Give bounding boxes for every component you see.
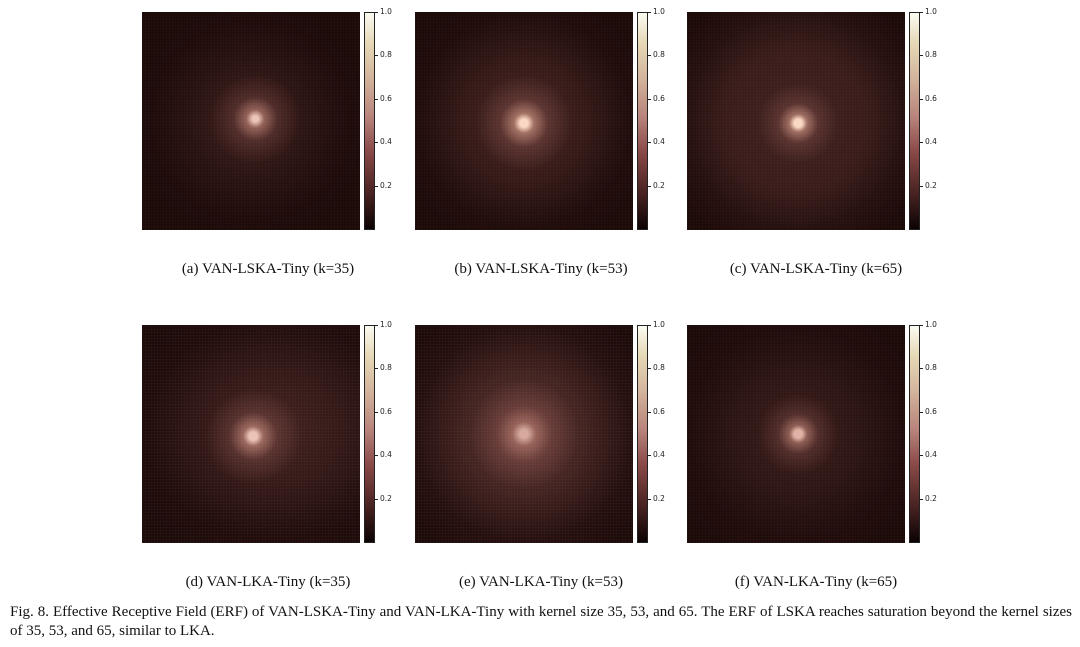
colorbar-tick-label: 1.0 xyxy=(925,7,937,16)
colorbar-tick-label: 1.0 xyxy=(380,320,392,329)
panel-b: 1.0 0.8 0.6 0.4 0.2 xyxy=(415,8,665,242)
colorbar-tick-label: 0.4 xyxy=(925,137,937,146)
colorbar-tick-label: 0.2 xyxy=(653,181,665,190)
colorbar-tick-label: 0.4 xyxy=(925,450,937,459)
subfigure-caption-e: (e) VAN-LKA-Tiny (k=53) xyxy=(458,574,623,590)
colorbar-tick-label: 0.8 xyxy=(925,50,937,59)
colorbar-tick-label: 1.0 xyxy=(380,7,392,16)
panel-f: 1.0 0.8 0.6 0.4 0.2 xyxy=(687,321,937,555)
colorbar xyxy=(909,12,920,230)
colorbar-tick-label: 0.4 xyxy=(653,450,665,459)
colorbar-tick-label: 0.8 xyxy=(653,363,665,372)
subfigure-caption-f: (f) VAN-LKA-Tiny (k=65) xyxy=(734,574,898,590)
colorbar-tick-label: 0.6 xyxy=(925,407,937,416)
colorbar-tick-label: 0.2 xyxy=(653,494,665,503)
panel-d: 1.0 0.8 0.6 0.4 0.2 xyxy=(142,321,392,555)
colorbar-tick-label: 0.6 xyxy=(925,94,937,103)
subfigure-caption-b: (b) VAN-LSKA-Tiny (k=53) xyxy=(454,261,628,277)
subfigure-caption-c: (c) VAN-LSKA-Tiny (k=65) xyxy=(729,261,903,277)
colorbar-tick-label: 0.2 xyxy=(380,181,392,190)
erf-heatmap xyxy=(415,12,633,230)
colorbar xyxy=(909,325,920,543)
figure-caption: Fig. 8. Effective Receptive Field (ERF) … xyxy=(10,604,1072,639)
colorbar-tick-label: 1.0 xyxy=(925,320,937,329)
erf-heatmap xyxy=(687,325,905,543)
subfigure-caption-d: (d) VAN-LKA-Tiny (k=35) xyxy=(185,574,351,590)
colorbar xyxy=(637,12,648,230)
colorbar-tick-label: 0.8 xyxy=(380,50,392,59)
panel-e: 1.0 0.8 0.6 0.4 0.2 xyxy=(415,321,665,555)
colorbar xyxy=(637,325,648,543)
colorbar-tick-label: 0.2 xyxy=(925,181,937,190)
colorbar xyxy=(364,325,375,543)
colorbar-tick-label: 1.0 xyxy=(653,7,665,16)
subfigure-caption-a: (a) VAN-LSKA-Tiny (k=35) xyxy=(181,261,355,277)
erf-heatmap xyxy=(415,325,633,543)
colorbar-tick-label: 0.4 xyxy=(653,137,665,146)
colorbar xyxy=(364,12,375,230)
erf-heatmap xyxy=(687,12,905,230)
colorbar-tick-label: 0.6 xyxy=(380,407,392,416)
colorbar-tick-label: 0.2 xyxy=(380,494,392,503)
panel-c: 1.0 0.8 0.6 0.4 0.2 xyxy=(687,8,937,242)
erf-heatmap xyxy=(142,12,360,230)
colorbar-tick-label: 0.8 xyxy=(380,363,392,372)
colorbar-tick-label: 0.6 xyxy=(653,407,665,416)
colorbar-tick-label: 0.2 xyxy=(925,494,937,503)
colorbar-tick-label: 0.6 xyxy=(380,94,392,103)
colorbar-tick-label: 0.4 xyxy=(380,450,392,459)
erf-heatmap xyxy=(142,325,360,543)
colorbar-tick-label: 0.4 xyxy=(380,137,392,146)
colorbar-tick-label: 0.8 xyxy=(925,363,937,372)
colorbar-tick-label: 0.8 xyxy=(653,50,665,59)
panel-a: 1.0 0.8 0.6 0.4 0.2 xyxy=(142,8,392,242)
colorbar-tick-label: 1.0 xyxy=(653,320,665,329)
colorbar-tick-label: 0.6 xyxy=(653,94,665,103)
